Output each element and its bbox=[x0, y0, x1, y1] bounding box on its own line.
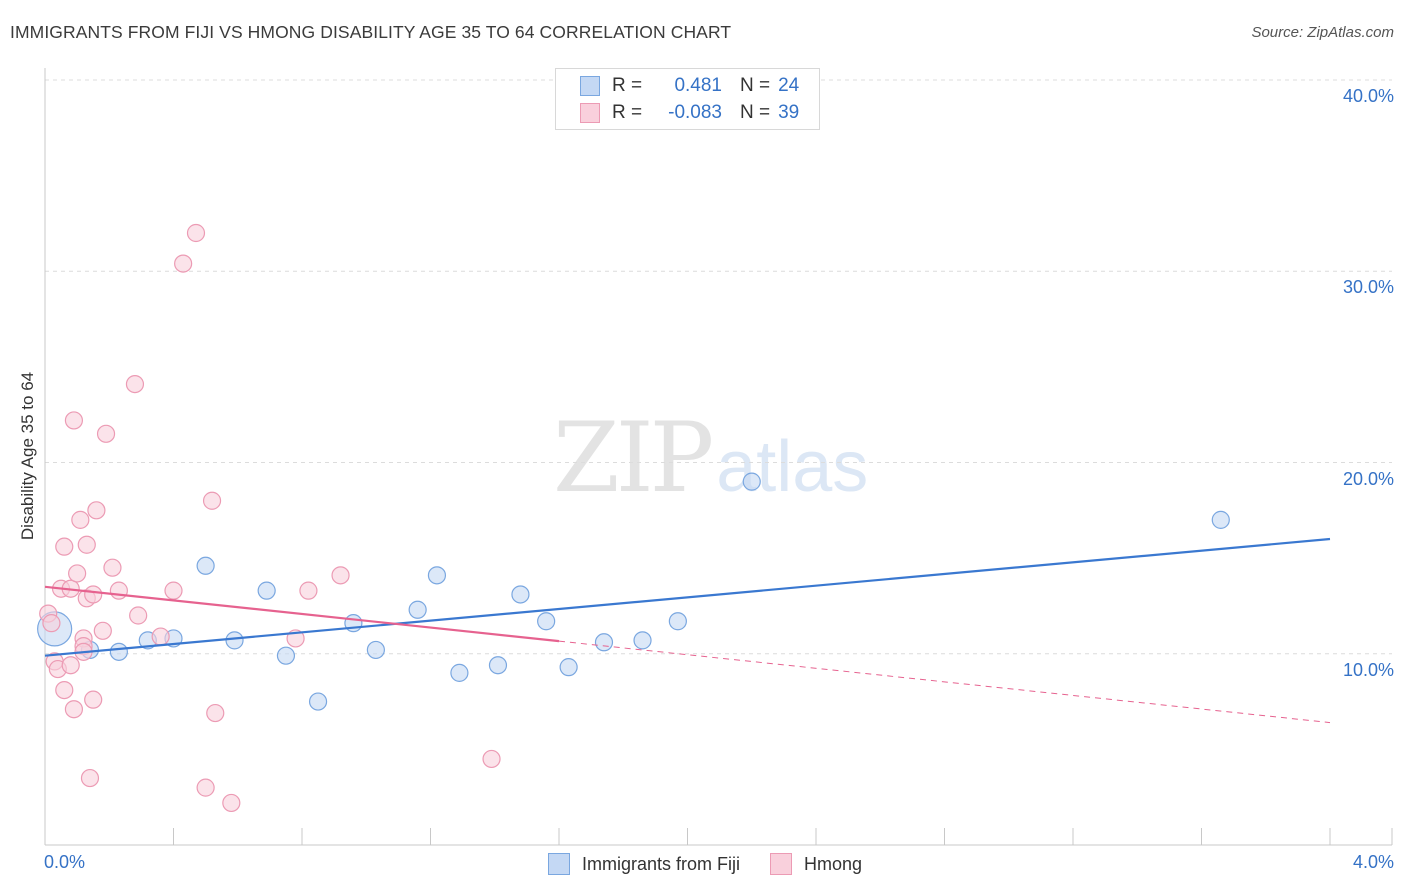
fiji-point bbox=[450, 663, 469, 682]
legend-label-hmong: Hmong bbox=[804, 853, 863, 874]
legend-row-hmong: R = -0.083 N = 39 bbox=[580, 100, 799, 126]
hmong-point bbox=[206, 703, 225, 723]
y-tick-label: 10.0% bbox=[1342, 659, 1394, 680]
hmong-point bbox=[196, 778, 215, 797]
fiji-trend-line bbox=[44, 537, 1331, 657]
legend-item-hmong[interactable]: Hmong bbox=[770, 853, 862, 875]
hmong-point bbox=[299, 581, 318, 600]
hmong-point bbox=[109, 581, 128, 600]
hmong-point bbox=[125, 374, 145, 394]
hmong-trend-line bbox=[44, 585, 560, 643]
hmong-point bbox=[331, 566, 350, 585]
fiji-point bbox=[257, 581, 276, 600]
x-tick-label-min: 0.0% bbox=[44, 852, 86, 872]
legend-n-value: 24 bbox=[778, 75, 800, 96]
fiji-point bbox=[366, 640, 385, 660]
legend-row-fiji: R = 0.481 N = 24 bbox=[580, 73, 799, 99]
legend-swatch-fiji bbox=[580, 76, 600, 96]
legend-r-value: 0.481 bbox=[674, 75, 722, 96]
hmong-point bbox=[64, 411, 84, 430]
legend-item-fiji[interactable]: Immigrants from Fiji bbox=[548, 853, 740, 875]
fiji-point bbox=[308, 692, 328, 711]
legend-r-value: -0.083 bbox=[668, 102, 722, 123]
hmong-point bbox=[71, 510, 90, 529]
fiji-point bbox=[633, 631, 652, 650]
hmong-point bbox=[68, 564, 87, 583]
hmong-point bbox=[42, 614, 61, 633]
fiji-point bbox=[408, 600, 427, 619]
fiji-point bbox=[559, 658, 578, 677]
hmong-point bbox=[80, 768, 100, 788]
hmong-point bbox=[103, 558, 122, 577]
series-legend: Immigrants from Fiji Hmong bbox=[548, 852, 892, 876]
hmong-point bbox=[174, 254, 193, 273]
hmong-point bbox=[87, 501, 106, 520]
y-axis-label: Disability Age 35 to 64 bbox=[18, 371, 37, 541]
fiji-point bbox=[537, 612, 556, 631]
hmong-point bbox=[164, 581, 183, 600]
legend-n-label: N = bbox=[740, 75, 771, 96]
fiji-point bbox=[488, 656, 508, 675]
legend-swatch-hmong bbox=[580, 103, 600, 123]
hmong-point bbox=[84, 585, 103, 604]
x-tick-label-max: 4.0% bbox=[1352, 852, 1394, 872]
fiji-point bbox=[742, 472, 761, 491]
hmong-point bbox=[84, 690, 103, 709]
hmong-point bbox=[186, 223, 206, 243]
hmong-point bbox=[96, 424, 116, 443]
legend-n-value: 39 bbox=[778, 102, 800, 123]
legend-r-label: R = bbox=[612, 102, 643, 123]
correlation-legend: R = 0.481 N = 24 R = -0.083 N = 39 bbox=[555, 68, 820, 130]
hmong-trend-line-extension bbox=[558, 640, 1331, 724]
fiji-point bbox=[109, 642, 128, 661]
hmong-point bbox=[55, 680, 74, 700]
fiji-point bbox=[196, 556, 215, 575]
fiji-point bbox=[276, 646, 296, 665]
legend-r-label: R = bbox=[612, 75, 643, 96]
fiji-point bbox=[594, 633, 614, 652]
fiji-point bbox=[511, 585, 530, 604]
hmong-point bbox=[93, 621, 112, 640]
source-label: Source: ZipAtlas.com bbox=[1251, 24, 1394, 41]
legend-n-label: N = bbox=[740, 102, 771, 123]
hmong-point bbox=[77, 535, 96, 554]
fiji-point bbox=[225, 631, 244, 650]
hmong-point bbox=[202, 491, 222, 510]
y-tick-label: 40.0% bbox=[1342, 86, 1394, 106]
hmong-point bbox=[482, 749, 501, 769]
fiji-point bbox=[668, 612, 687, 631]
hmong-point bbox=[55, 537, 74, 556]
hmong-point bbox=[151, 627, 170, 646]
hmong-point bbox=[61, 656, 80, 675]
hmong-point bbox=[222, 793, 241, 813]
legend-label-fiji: Immigrants from Fiji bbox=[582, 853, 741, 874]
y-tick-label: 20.0% bbox=[1342, 468, 1394, 489]
fiji-point bbox=[427, 566, 447, 585]
chart-title: IMMIGRANTS FROM FIJI VS HMONG DISABILITY… bbox=[10, 22, 732, 42]
fiji-point bbox=[1211, 510, 1230, 529]
legend-swatch-hmong bbox=[770, 853, 793, 875]
hmong-point bbox=[129, 606, 148, 625]
hmong-point bbox=[64, 700, 84, 719]
legend-swatch-fiji bbox=[548, 853, 570, 875]
y-tick-label: 30.0% bbox=[1342, 277, 1394, 298]
